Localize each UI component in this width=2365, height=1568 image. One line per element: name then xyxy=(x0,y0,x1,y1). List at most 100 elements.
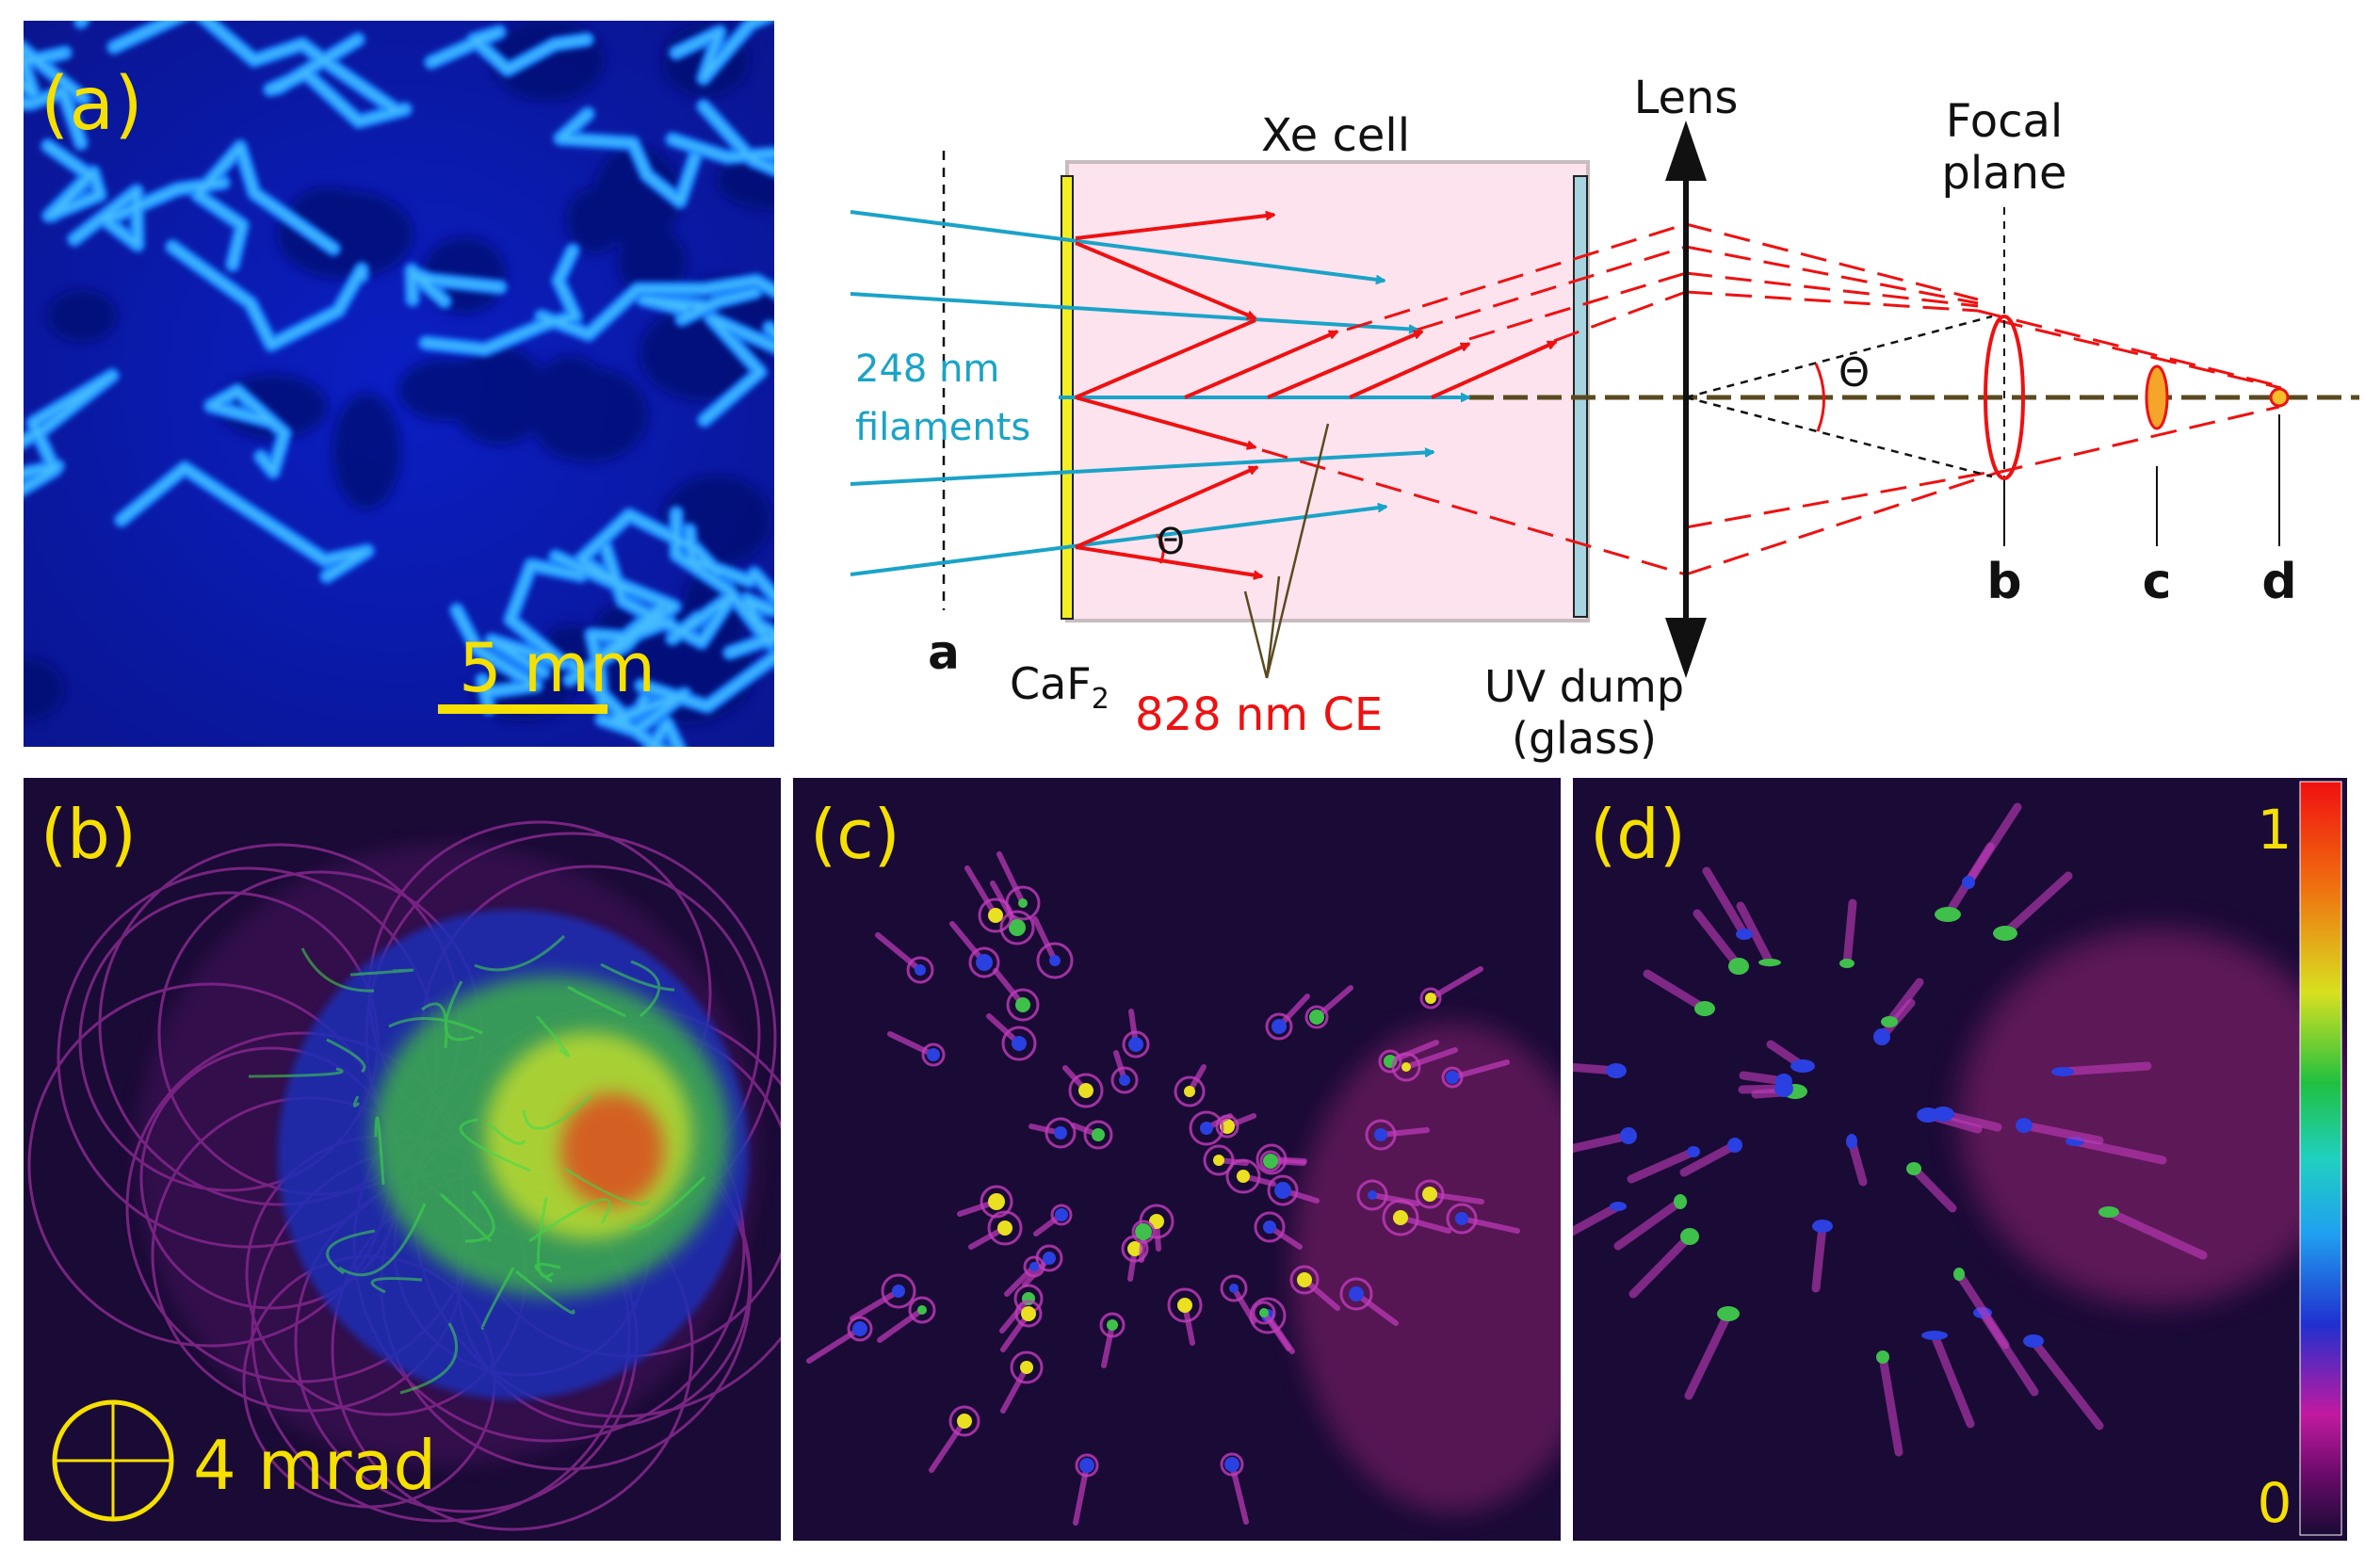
streak xyxy=(1427,1191,1484,1204)
filament-core xyxy=(558,111,698,204)
spot-core xyxy=(1422,1187,1437,1202)
ring-fragment xyxy=(338,1203,427,1277)
streak xyxy=(996,851,1026,906)
dark-cell xyxy=(532,367,648,462)
spot-core xyxy=(1043,1252,1056,1265)
theta-lens-label: Θ xyxy=(1839,349,1870,396)
panel-d-label: (d) xyxy=(1590,795,1686,874)
panel-c-image: (c) xyxy=(793,778,1612,1541)
ring-fragment xyxy=(522,1094,592,1130)
spot-core xyxy=(1953,1268,1965,1281)
spot-core xyxy=(1229,1284,1239,1293)
spot-ring xyxy=(980,1185,1013,1219)
streak xyxy=(1736,901,1774,967)
spot-core xyxy=(1009,919,1026,936)
spot-ring xyxy=(1203,1144,1235,1176)
streak xyxy=(1000,1365,1029,1414)
streak xyxy=(1403,1047,1458,1070)
ce-leader-3 xyxy=(1265,423,1330,679)
spot-ring xyxy=(1083,1120,1113,1150)
spot-core xyxy=(1687,1146,1700,1157)
spot-ring xyxy=(1378,1049,1402,1074)
spot-ring xyxy=(1220,1274,1248,1302)
filament-core xyxy=(603,544,736,645)
spot-core xyxy=(988,908,1003,923)
spot-core xyxy=(915,964,926,976)
ring-fragment xyxy=(528,1198,611,1243)
streak xyxy=(2104,1207,2208,1260)
filament-core xyxy=(640,289,758,322)
spot-ring xyxy=(908,1296,936,1324)
filament-core xyxy=(267,37,408,124)
ring-c xyxy=(2145,364,2169,430)
streak xyxy=(875,932,923,973)
lens-label: Lens xyxy=(1634,72,1739,124)
spot-ring xyxy=(1023,1255,1045,1278)
ring-fragment xyxy=(370,1277,423,1294)
panel-b-scale: 4 mrad xyxy=(193,1426,436,1505)
ring-fragment xyxy=(349,968,414,977)
spot-core xyxy=(1224,1457,1239,1472)
streak xyxy=(1643,969,1709,1013)
spot-core xyxy=(1993,926,2017,941)
dark-cell xyxy=(283,186,372,267)
ring-fragment xyxy=(515,1269,575,1315)
streak xyxy=(1811,1221,1827,1293)
spot-ring xyxy=(1131,1220,1156,1244)
spot-core xyxy=(976,954,993,971)
spot-core xyxy=(2016,1118,2033,1133)
spot-core xyxy=(1029,1262,1039,1271)
spot-core xyxy=(1873,1028,1890,1045)
spot-ring xyxy=(1254,1211,1286,1243)
spot-ring xyxy=(1365,1119,1397,1151)
ce-dashed-cone xyxy=(1261,222,2282,576)
panel-a: (a) 5 mm xyxy=(0,0,866,778)
spot-core xyxy=(2098,1206,2119,1218)
panel-d-image: 1 0 (d) xyxy=(1528,778,2355,1541)
ring-fragment xyxy=(326,1038,366,1074)
spot-ring xyxy=(1174,1075,1206,1107)
spot-core xyxy=(1906,1162,1921,1175)
streak xyxy=(1398,1215,1451,1234)
panel-a-label: (a) xyxy=(40,62,143,147)
plane-c-label: c xyxy=(2143,554,2172,610)
streak xyxy=(1459,1216,1520,1234)
dark-cell xyxy=(566,187,624,254)
spot-ring xyxy=(1249,1297,1287,1334)
spot-ring xyxy=(1010,1350,1044,1384)
red-hotspot xyxy=(560,1093,664,1206)
spot-core xyxy=(1610,1202,1627,1211)
streak xyxy=(1693,909,1743,971)
colorbar-max: 1 xyxy=(2258,798,2292,862)
focal-plane-label-1: Focal xyxy=(1946,95,2063,148)
streak xyxy=(1261,1310,1291,1351)
spot-core xyxy=(1237,1170,1250,1183)
spot-ring xyxy=(1415,1179,1445,1209)
dark-cell xyxy=(617,227,688,298)
spot-core xyxy=(1674,1194,1687,1209)
streak xyxy=(2029,1336,2104,1431)
spot-core xyxy=(2051,1067,2074,1076)
streak xyxy=(1004,1264,1037,1297)
streak xyxy=(964,865,998,918)
spot-core xyxy=(1758,959,1781,966)
spot-ring xyxy=(968,946,1000,978)
scale-bar xyxy=(438,704,607,714)
streak xyxy=(1378,1127,1430,1138)
spot-core xyxy=(1054,1126,1067,1140)
spot-core xyxy=(1079,1458,1094,1473)
setup-diagram-svg: Xe cell a xyxy=(850,72,2359,764)
streak xyxy=(1101,1322,1115,1368)
streak xyxy=(1909,1164,1957,1213)
spot-ring xyxy=(1110,1066,1139,1094)
spot-core xyxy=(1127,1241,1142,1256)
ring-fragment xyxy=(464,1189,495,1243)
spot-core xyxy=(1846,1134,1857,1149)
uv-label-1: 248 nm xyxy=(855,348,999,391)
ring-fragment xyxy=(480,1267,515,1330)
ring-fragment xyxy=(388,1017,483,1035)
spot-core xyxy=(1425,993,1436,1004)
spot-core xyxy=(1736,929,1753,940)
filament-core xyxy=(429,29,590,73)
spot-ring xyxy=(847,1316,873,1342)
